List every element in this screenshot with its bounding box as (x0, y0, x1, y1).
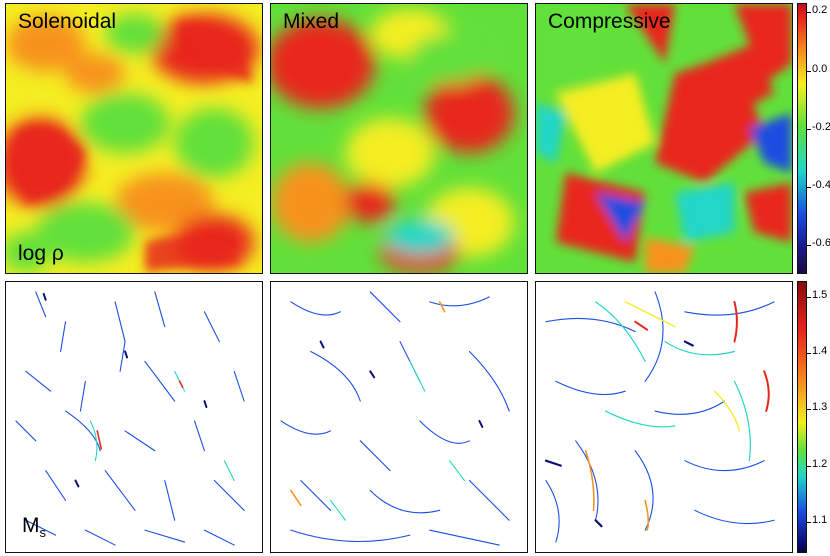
density-colorbar (797, 3, 807, 274)
density-map-mixed (271, 4, 527, 273)
density-panel-solenoidal: Solenoidal log ρ (5, 3, 263, 274)
panel-title: Compressive (548, 10, 671, 33)
mach-label: Ms (22, 514, 46, 541)
colorbar-tick: -0.2 (812, 121, 830, 133)
density-panel-mixed: Mixed (270, 3, 528, 274)
colorbar-tick: 1.4 (812, 345, 828, 357)
colorbar-tick: 1.1 (812, 514, 828, 526)
colorbar-tick: 0.0 (812, 63, 828, 75)
shock-map-solenoidal (15, 291, 245, 546)
colorbar-tick: 1.3 (812, 401, 828, 413)
panel-title: Solenoidal (18, 10, 117, 33)
colorbar-tick: -0.6 (812, 237, 830, 249)
density-panel-compressive: Compressive (535, 3, 793, 274)
log-rho-label: log ρ (18, 242, 64, 265)
shock-map-compressive (544, 291, 775, 543)
colorbar-tick: 0.2 (812, 4, 828, 16)
shock-panel-mixed (270, 281, 528, 553)
shock-panel-solenoidal: Ms (5, 281, 263, 553)
density-map-compressive (536, 4, 792, 273)
colorbar-tick: -0.4 (812, 179, 830, 191)
colorbar-tick: 1.2 (812, 458, 828, 470)
shock-map-mixed (280, 291, 510, 546)
density-map-solenoidal (6, 4, 262, 273)
shock-panel-compressive (535, 281, 793, 553)
colorbar-tick: 1.5 (812, 289, 828, 301)
mach-colorbar (797, 281, 807, 553)
panel-title: Mixed (283, 10, 340, 33)
